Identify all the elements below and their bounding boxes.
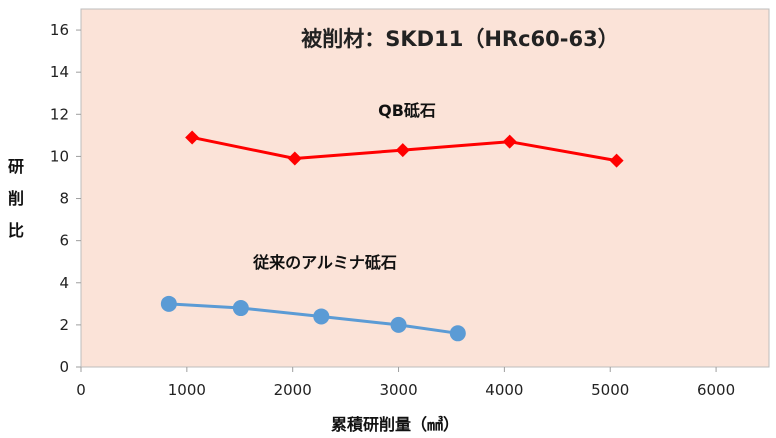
data-point xyxy=(232,300,249,317)
x-tick-label: 6000 xyxy=(697,381,735,399)
y-axis-label-char-1: 研 xyxy=(8,157,24,176)
y-tick-label: 16 xyxy=(50,21,69,39)
y-tick-label: 8 xyxy=(59,190,69,208)
y-axis-label-char-2: 削 xyxy=(8,189,24,208)
x-tick-label: 0 xyxy=(76,381,86,399)
series-label-qb: QB砥石 xyxy=(378,101,436,120)
y-tick-label: 12 xyxy=(50,105,69,123)
x-axis-label: 累積研削量（㎣） xyxy=(331,415,459,434)
y-tick-label: 4 xyxy=(59,274,69,292)
y-tick-label: 6 xyxy=(59,232,69,250)
plot-area xyxy=(80,8,770,368)
data-point xyxy=(287,151,302,166)
chart-title: 被削材：SKD11（HRc60-63） xyxy=(301,27,618,51)
y-tick-label: 0 xyxy=(59,358,69,376)
x-tick-label: 4000 xyxy=(485,381,523,399)
x-tick-label: 2000 xyxy=(274,381,312,399)
data-point xyxy=(160,295,177,312)
data-point xyxy=(185,130,200,145)
data-point xyxy=(449,325,466,342)
data-point xyxy=(313,308,330,325)
data-point xyxy=(395,143,410,158)
y-axis: 0 2 4 6 8 10 12 14 16 xyxy=(50,9,82,376)
series-label-alumina: 従来のアルミナ砥石 xyxy=(252,253,397,272)
y-tick-label: 2 xyxy=(59,316,69,334)
data-point xyxy=(609,153,624,168)
y-axis-label-char-3: 比 xyxy=(8,221,24,240)
series-layer xyxy=(160,130,624,342)
y-axis-label: 研 削 比 xyxy=(8,157,24,240)
data-point xyxy=(502,134,517,149)
x-tick-label: 3000 xyxy=(379,381,417,399)
x-tick-label: 1000 xyxy=(168,381,206,399)
y-tick-label: 10 xyxy=(50,147,69,165)
x-axis: 0 1000 2000 3000 4000 5000 6000 xyxy=(76,367,735,399)
data-point xyxy=(390,316,407,333)
x-tick-label: 5000 xyxy=(591,381,629,399)
y-tick-label: 14 xyxy=(50,63,69,81)
